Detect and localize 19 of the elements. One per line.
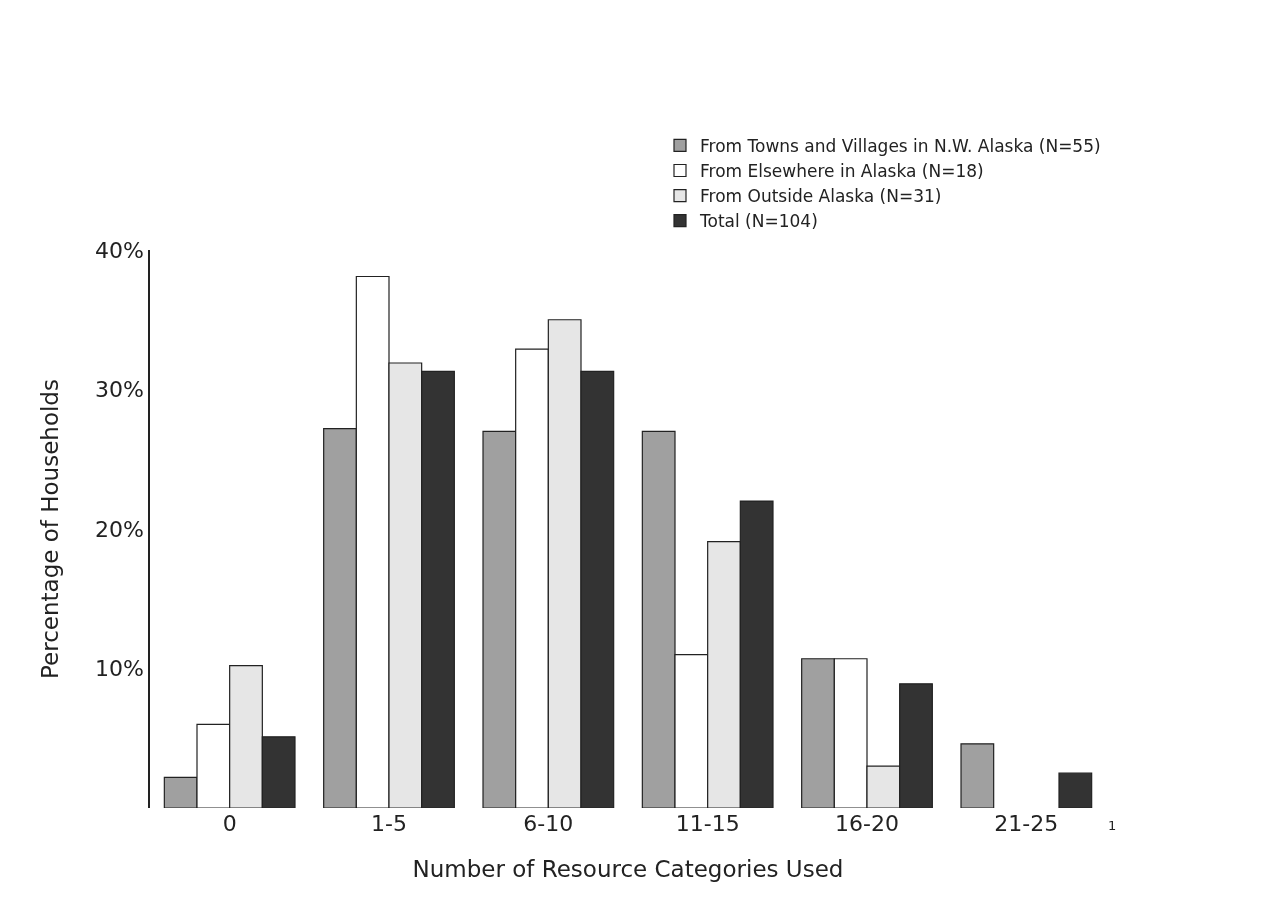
- x-tick-label: 6-10: [523, 811, 574, 836]
- bar: [960, 743, 995, 808]
- x-tick-label: 1-5: [371, 811, 407, 836]
- x-tick-label: 21-25: [994, 811, 1059, 836]
- x-tick-label: 0: [222, 811, 237, 836]
- x-axis-title: Number of Resource Categories Used: [412, 855, 844, 882]
- legend-label: From Elsewhere in Alaska (N=18): [700, 161, 984, 182]
- text: 1: [1108, 818, 1117, 833]
- bar: [1058, 772, 1093, 808]
- legend-label: From Towns and Villages in N.W. Alaska (N=55): [700, 136, 1101, 157]
- y-axis-title: Percentage of Households: [36, 379, 63, 679]
- y-tick-label: 20%: [94, 516, 144, 542]
- legend-label: Total (N=104): [699, 211, 818, 232]
- x-tick-label: 16-20: [835, 811, 899, 836]
- y-tick-label: 40%: [94, 237, 144, 263]
- y-tick-label: 30%: [94, 377, 144, 403]
- legend-label: From Outside Alaska (N=31): [700, 186, 942, 207]
- x-tick-label: 11-15: [675, 811, 740, 836]
- y-tick-label: 10%: [94, 656, 144, 682]
